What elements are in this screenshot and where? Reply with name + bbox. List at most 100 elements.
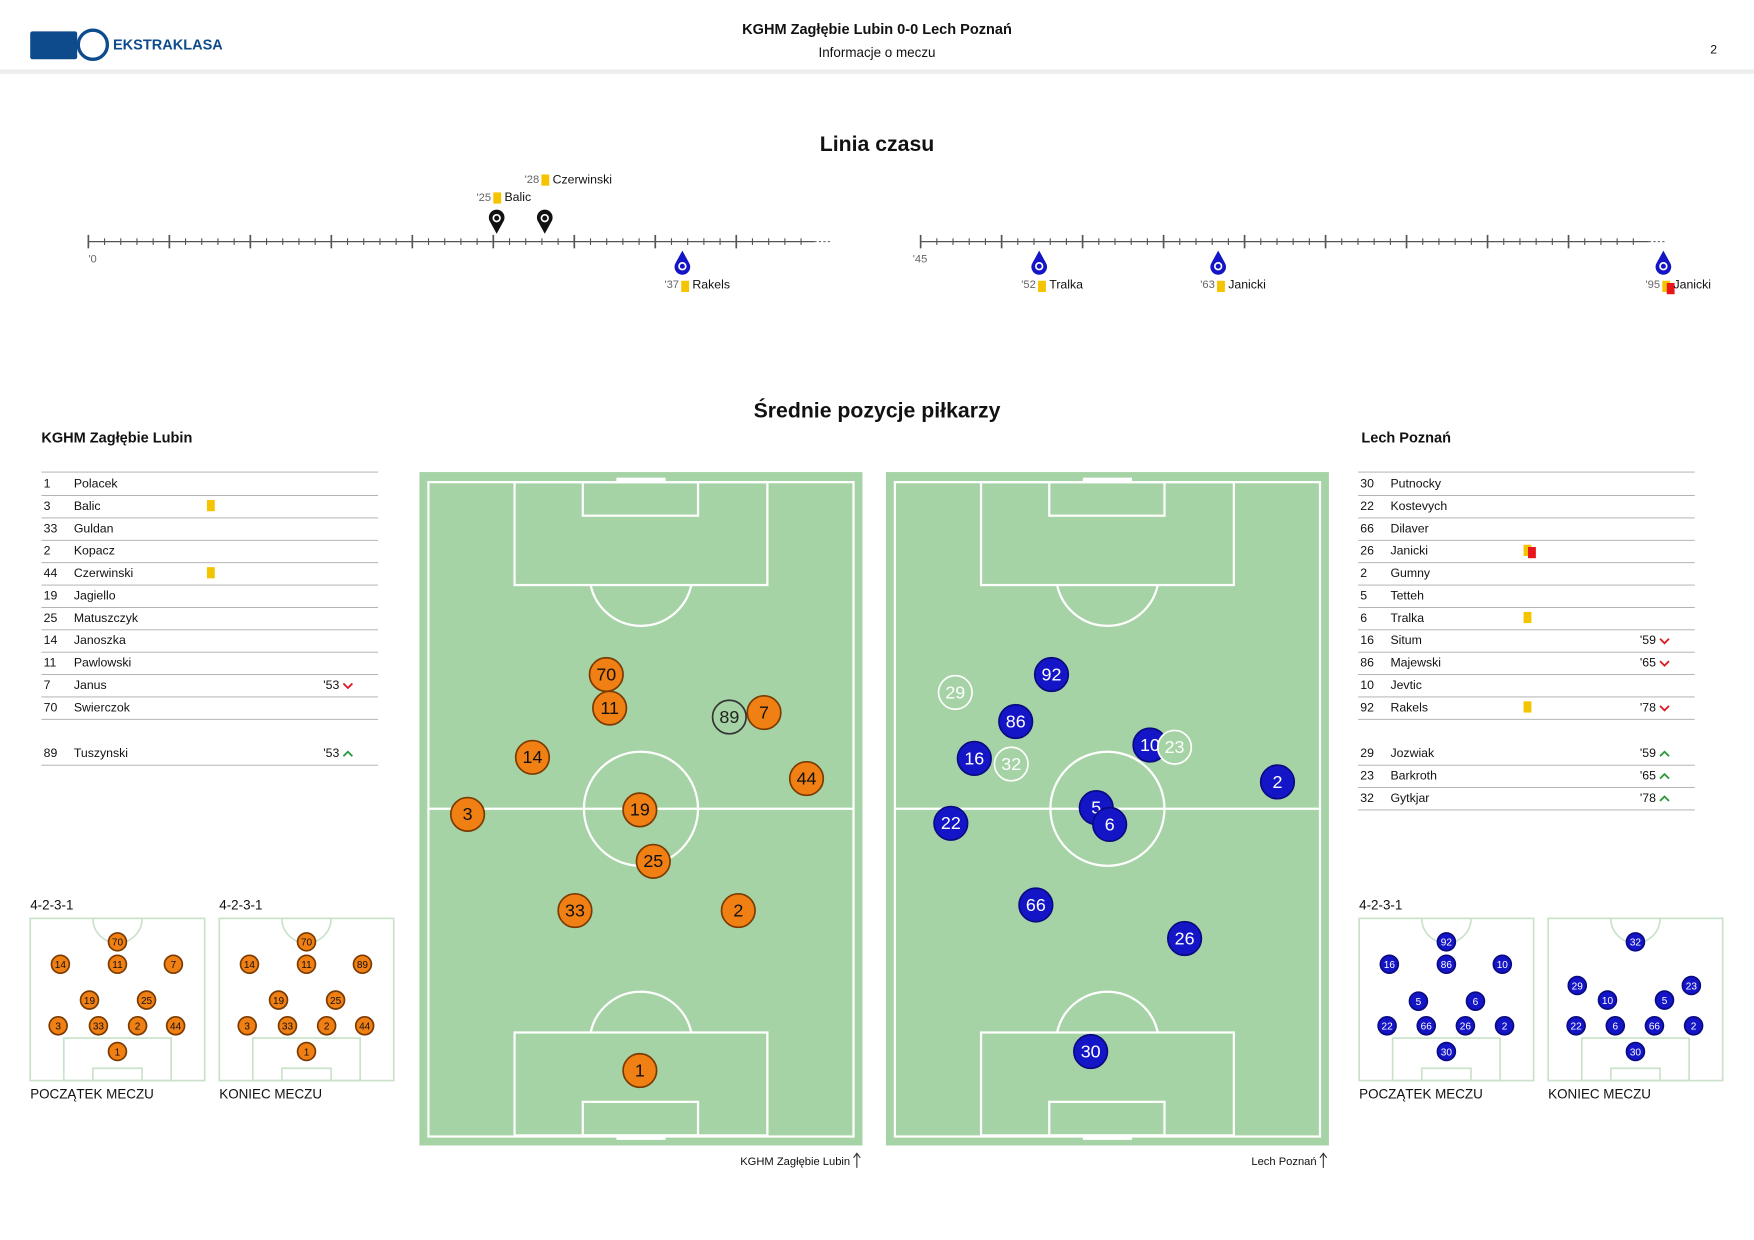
event-pin-dot [1213, 262, 1223, 271]
direction-arrow [1319, 1152, 1328, 1168]
formation-player [1654, 990, 1675, 1010]
player-name: Situm [1390, 633, 1421, 647]
formation-player-label: 86 [1441, 960, 1453, 971]
pitch-player-label: 14 [523, 747, 543, 767]
section-title: Linia czasu [820, 132, 935, 156]
formation-player-label: 30 [1630, 1047, 1642, 1058]
pitch-player-label: 66 [1026, 895, 1046, 915]
pitch-player [1018, 887, 1054, 923]
pitch-player [635, 843, 671, 879]
event-pin-dot [678, 262, 687, 271]
player-name: Jevtic [1390, 678, 1421, 692]
formation-player-label: 3 [55, 1022, 61, 1033]
pitch-player [788, 760, 825, 797]
player-name: Polacek [74, 477, 119, 491]
formation-player [1436, 932, 1457, 952]
formation-player-label: 14 [55, 960, 67, 971]
formation-player-label: 32 [1630, 938, 1642, 949]
sub-arrow [342, 750, 353, 757]
formation-player-label: 33 [93, 1022, 105, 1033]
player-number: 23 [1360, 769, 1374, 783]
sub-arrow [1659, 750, 1670, 757]
pitch-player [937, 674, 973, 711]
formation-player [165, 1015, 186, 1036]
logo-ball [76, 28, 110, 61]
pitch-direction-label: KGHM Zagłębie Lubin [740, 1156, 850, 1168]
direction-arrow [853, 1152, 861, 1168]
event-minute: '52 [1021, 279, 1036, 291]
pitch-player-label: 10 [1140, 735, 1160, 755]
formation-player [1465, 991, 1486, 1011]
formation-player [1605, 1015, 1626, 1036]
event-card [681, 280, 690, 292]
pitch-player-label: 22 [941, 813, 961, 833]
player-name: Tetteh [1390, 588, 1424, 602]
formation-player-label: 22 [1571, 1022, 1583, 1033]
player-name: Jagiello [74, 588, 116, 602]
formation-player [296, 1041, 317, 1062]
pitch-player-label: 23 [1165, 737, 1185, 757]
team-name: Lech Poznań [1361, 430, 1451, 446]
pitch-player-label: 3 [463, 804, 473, 824]
sub-arrow [1659, 705, 1670, 712]
formation-player [107, 932, 128, 952]
player-number: 7 [44, 678, 51, 692]
event-player: Rakels [692, 278, 730, 292]
mini-pitch-line [281, 1067, 332, 1082]
pitch-player [933, 805, 969, 841]
pitch-player [746, 694, 782, 731]
formation-player [107, 1041, 128, 1062]
pitch-player [622, 792, 658, 828]
formation-player [325, 990, 346, 1010]
mini-pitch-line [92, 1067, 143, 1082]
formation-player [1379, 954, 1400, 975]
event-minute: '37 [664, 279, 679, 291]
event-player: Tralka [1049, 278, 1083, 292]
pitch-player-label: 70 [596, 664, 616, 684]
player-number: 3 [44, 499, 51, 513]
formation-player [1683, 1015, 1704, 1036]
formation-player-label: 44 [359, 1022, 371, 1033]
event-player: Janicki [1228, 278, 1266, 292]
card-icon [1528, 547, 1536, 559]
player-name: Pawlowski [74, 656, 131, 670]
formation-player [316, 1015, 337, 1036]
formation-player [136, 990, 157, 1010]
player-number: 19 [44, 588, 58, 602]
player-number: 92 [1360, 700, 1374, 714]
formation-player-label: 33 [282, 1022, 294, 1033]
mini-pitch-line [1609, 1067, 1661, 1082]
event-minute: '95 [1645, 279, 1660, 291]
formation-player [1408, 991, 1429, 1011]
pitch-player-label: 86 [1006, 711, 1026, 731]
pitch-player [711, 699, 747, 735]
pitch-player [592, 690, 628, 726]
player-name: Matuszczyk [74, 611, 139, 625]
pitch-line [589, 584, 693, 627]
formation-player [50, 954, 71, 975]
pitch-player-label: 29 [945, 682, 965, 702]
sub-arrow [1659, 638, 1670, 645]
formation-player [1416, 1015, 1437, 1036]
formation-player-label: 44 [170, 1022, 182, 1033]
pitch-player-label: 2 [1272, 772, 1282, 792]
formation-player-label: 2 [324, 1022, 330, 1033]
event-player: Balic [504, 190, 531, 204]
pitch-player-label: 5 [1091, 797, 1101, 817]
player-name: Dilaver [1390, 521, 1428, 535]
player-number: 86 [1360, 656, 1374, 670]
formation-player-label: 25 [141, 996, 153, 1007]
pitch-player-label: 19 [630, 800, 650, 820]
formation-player [1566, 1015, 1586, 1036]
event-card [493, 192, 502, 204]
pitch-player [622, 1052, 658, 1089]
player-name: Gytkjar [1390, 791, 1429, 805]
formation-player-label: 2 [1691, 1022, 1697, 1033]
logo-text: EKSTRAKLASA [113, 38, 223, 54]
formation-player [1377, 1015, 1397, 1036]
pitch-player-label: 33 [565, 900, 585, 920]
player-number: 26 [1360, 544, 1374, 558]
player-number: 25 [44, 611, 58, 625]
player-name: Balic [74, 499, 101, 513]
